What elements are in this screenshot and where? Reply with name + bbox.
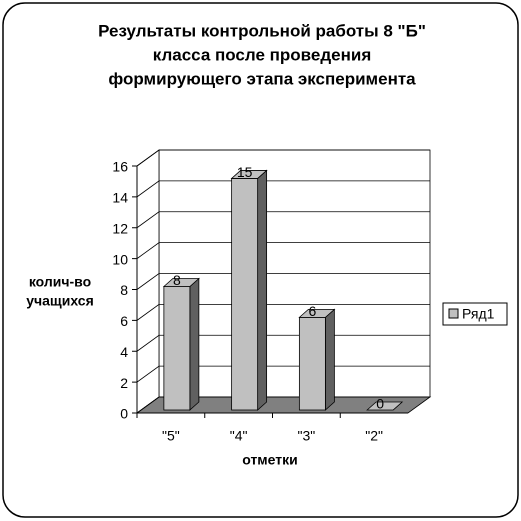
y-tick-label: 16: [112, 159, 128, 175]
grid-line: [136, 396, 430, 414]
legend: Ряд1: [442, 302, 508, 326]
y-tick-label: 2: [120, 375, 128, 391]
bar-top: [366, 401, 404, 411]
x-tick-label: "2": [365, 428, 383, 444]
chart-title: класса после проведения: [153, 45, 372, 64]
legend-box: [442, 302, 508, 326]
grid-line: [136, 149, 430, 167]
bar-front: [231, 178, 259, 411]
y-axis-label: учащихся: [26, 293, 94, 309]
value-label: 15: [237, 164, 253, 180]
bar: [366, 401, 404, 411]
grid-line: [136, 242, 430, 259]
y-tick-label: 6: [120, 313, 128, 329]
bar-top: [162, 278, 200, 287]
grid-line: [136, 334, 430, 352]
bar: [298, 308, 336, 411]
bar-top: [298, 308, 336, 318]
grid-line: [136, 180, 430, 198]
value-label: 6: [308, 303, 316, 319]
bar: [162, 277, 200, 411]
bar-front: [298, 316, 326, 411]
y-tick-label: 12: [112, 220, 128, 236]
x-tick-label: "4": [230, 428, 248, 444]
bar: [230, 169, 268, 411]
x-tick-label: "3": [298, 428, 316, 444]
y-axis-label: колич-во: [29, 274, 91, 290]
y-tick-label: 4: [120, 344, 128, 360]
y-tick-label: 10: [112, 251, 128, 267]
bar-top: [230, 170, 268, 179]
y-tick-label: 8: [120, 282, 128, 298]
chart-title: формирующего этапа эксперимента: [108, 69, 416, 88]
grid-line: [136, 211, 430, 229]
bar-side: [189, 277, 200, 411]
grid-line: [136, 303, 430, 321]
y-tick-label: 14: [112, 190, 128, 206]
bar-side: [257, 169, 268, 411]
y-tick-label: 0: [120, 406, 128, 422]
x-tick-label: "5": [162, 428, 180, 444]
bar-front: [163, 286, 191, 411]
chart-title: Результаты контрольной работы 8 "Б": [98, 21, 426, 40]
x-axis-label: отметки: [242, 452, 298, 468]
grid-line: [136, 365, 430, 383]
grid-line: [136, 273, 430, 290]
legend-swatch: [448, 308, 459, 319]
value-label: 0: [376, 396, 384, 412]
value-label: 8: [173, 272, 181, 288]
bar-side: [324, 308, 335, 411]
legend-label: Ряд1: [462, 306, 495, 322]
